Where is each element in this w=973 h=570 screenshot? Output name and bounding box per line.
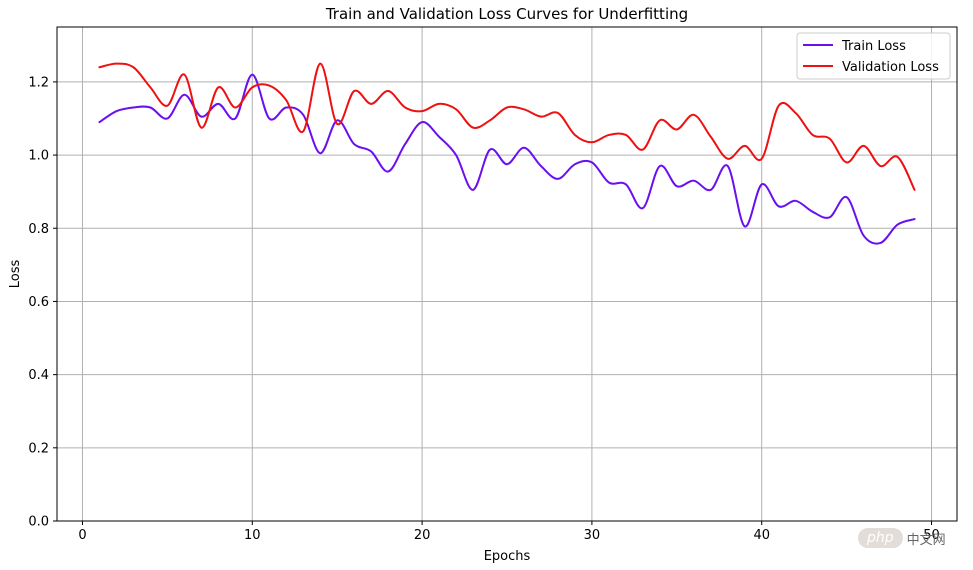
y-tick-label: 1.2 <box>28 75 49 90</box>
axis-ticks: 0 10 20 30 40 50 0.0 0.2 0.4 0.6 0.8 1.0 1.2 <box>28 75 939 543</box>
plot-area <box>57 27 957 521</box>
y-tick-label: 0.8 <box>28 222 49 237</box>
legend-box <box>796 32 951 80</box>
y-tick-label: 0.2 <box>28 441 49 456</box>
legend-label-train: Train Loss <box>841 39 906 54</box>
plot-frame <box>56 26 958 522</box>
series-lines <box>98 62 916 245</box>
x-tick-label: 20 <box>414 528 431 543</box>
y-tick-label: 0.4 <box>28 368 49 383</box>
x-tick-label: 0 <box>78 528 86 543</box>
watermark-text: 中文网 <box>906 532 946 548</box>
y-tick-label: 0.6 <box>28 295 49 310</box>
y-tick-label: 0.0 <box>28 515 49 530</box>
legend-label-validation: Validation Loss <box>842 60 939 75</box>
y-tick-label: 1.0 <box>28 149 49 164</box>
x-axis-label: Epochs <box>484 549 531 564</box>
x-tick-label: 50 <box>923 528 940 543</box>
watermark: php 中文网 <box>858 526 946 550</box>
y-axis-label: Loss <box>8 260 23 289</box>
train-loss-line <box>98 73 916 245</box>
legend: Train Loss Validation Loss <box>796 32 951 80</box>
chart-title: Train and Validation Loss Curves for Und… <box>325 5 688 23</box>
x-tick-label: 30 <box>584 528 601 543</box>
x-tick-label: 10 <box>244 528 261 543</box>
x-tick-label: 40 <box>753 528 770 543</box>
validation-loss-line <box>98 62 916 191</box>
watermark-badge: php <box>858 528 903 548</box>
